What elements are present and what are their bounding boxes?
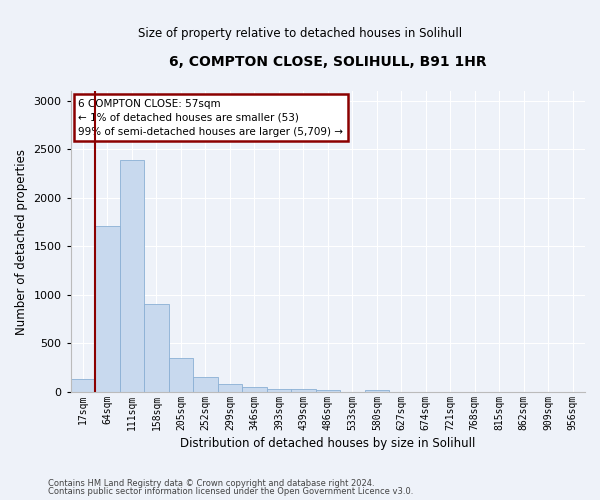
Text: Size of property relative to detached houses in Solihull: Size of property relative to detached ho… (138, 28, 462, 40)
Title: 6, COMPTON CLOSE, SOLIHULL, B91 1HR: 6, COMPTON CLOSE, SOLIHULL, B91 1HR (169, 55, 487, 69)
Y-axis label: Number of detached properties: Number of detached properties (15, 148, 28, 334)
Text: 6 COMPTON CLOSE: 57sqm
← 1% of detached houses are smaller (53)
99% of semi-deta: 6 COMPTON CLOSE: 57sqm ← 1% of detached … (79, 98, 343, 136)
Bar (119, 160, 144, 392)
Bar (193, 377, 218, 392)
Bar (242, 388, 266, 392)
Bar (71, 380, 95, 392)
Bar (169, 358, 193, 392)
Bar (144, 304, 169, 392)
X-axis label: Distribution of detached houses by size in Solihull: Distribution of detached houses by size … (180, 437, 476, 450)
Bar (316, 390, 340, 392)
Text: Contains public sector information licensed under the Open Government Licence v3: Contains public sector information licen… (48, 487, 413, 496)
Bar (291, 390, 316, 392)
Bar (218, 384, 242, 392)
Text: Contains HM Land Registry data © Crown copyright and database right 2024.: Contains HM Land Registry data © Crown c… (48, 478, 374, 488)
Bar (365, 390, 389, 392)
Bar (266, 389, 291, 392)
Bar (95, 226, 119, 392)
